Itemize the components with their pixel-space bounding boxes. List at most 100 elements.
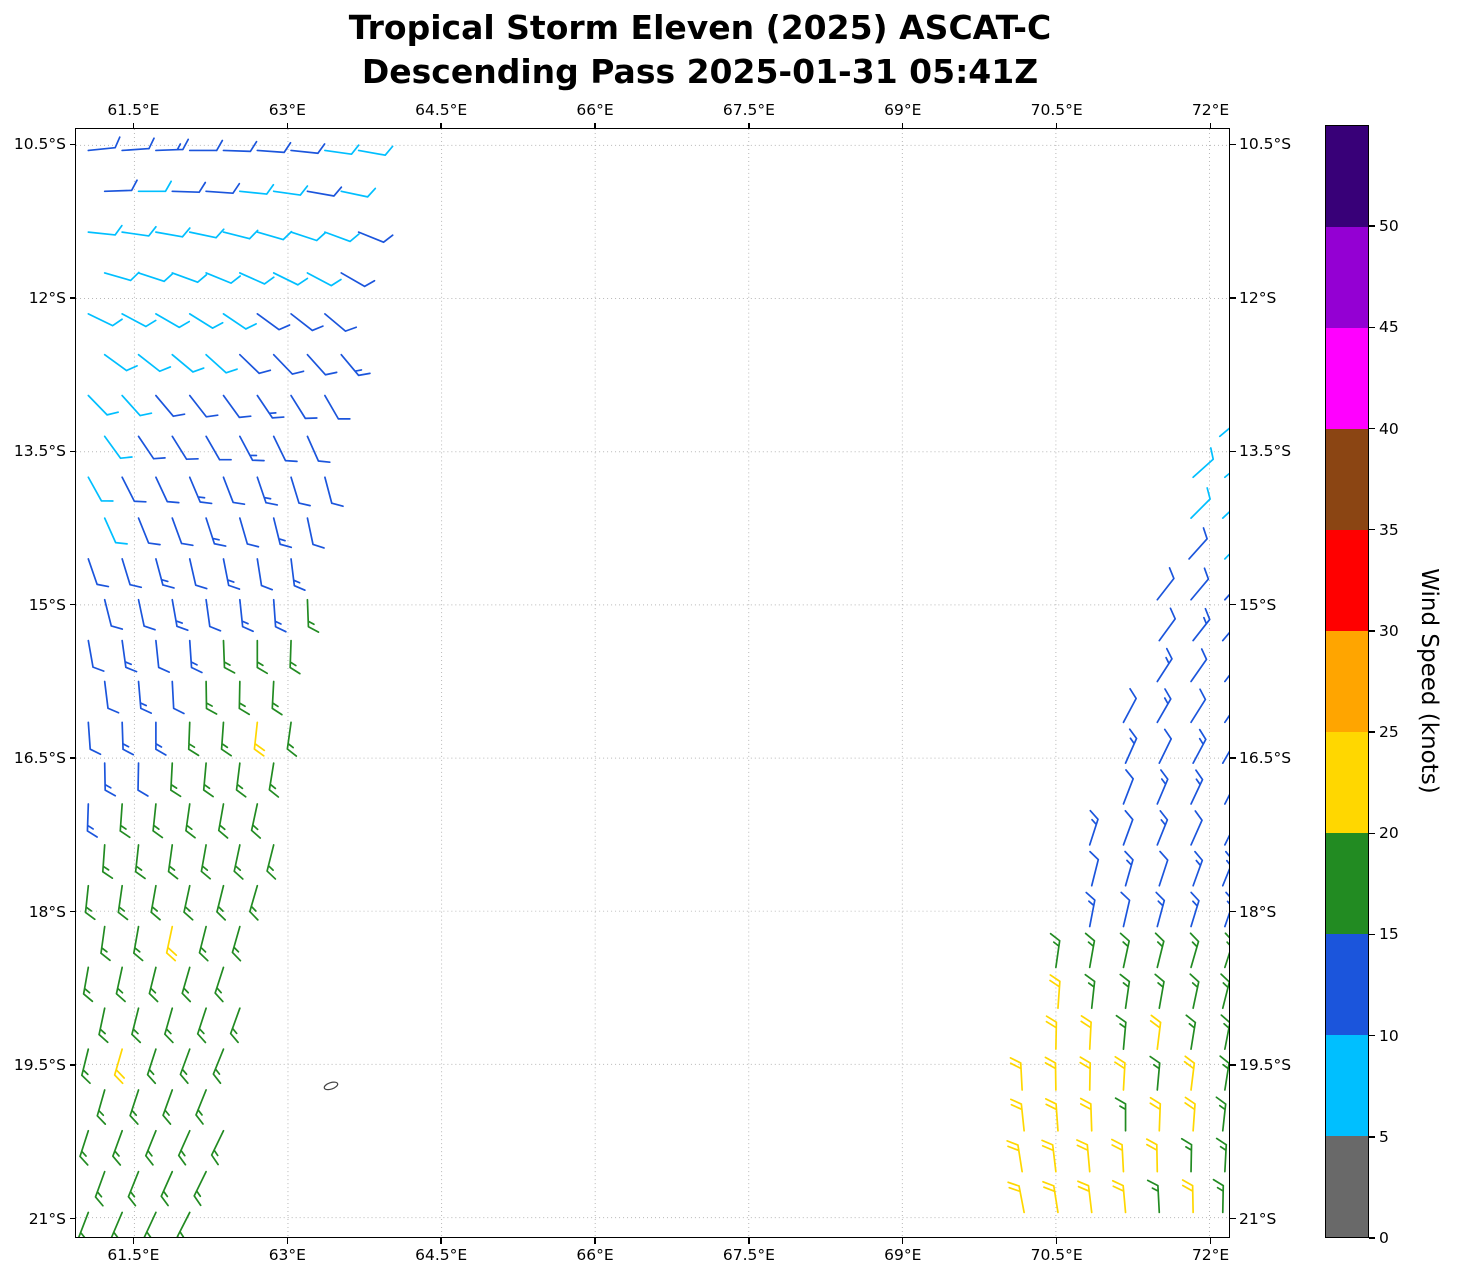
wind-barb xyxy=(84,884,96,921)
lon-tick-label-top: 66°E xyxy=(576,101,614,119)
wind-barb xyxy=(1114,1097,1127,1132)
lon-tick-bottom xyxy=(286,1238,289,1244)
lat-tick-right xyxy=(1230,450,1236,452)
wind-barb xyxy=(79,1129,90,1166)
colorbar-tick xyxy=(1369,630,1375,632)
wind-barb xyxy=(1156,567,1175,601)
wind-barb xyxy=(1212,1178,1225,1214)
lat-tick-left xyxy=(69,1217,75,1220)
wind-barb xyxy=(1190,688,1207,724)
wind-barb xyxy=(1080,1015,1092,1050)
wind-barb xyxy=(188,139,224,152)
wind-barb xyxy=(1155,891,1166,928)
wind-barb xyxy=(340,187,377,198)
colorbar-tick xyxy=(1369,933,1375,936)
wind-barb xyxy=(1044,1098,1059,1132)
lon-tick-label-bottom: 61.5°E xyxy=(107,1246,160,1264)
colorbar-tick-label: 50 xyxy=(1379,217,1399,236)
lon-tick-label-top: 61.5°E xyxy=(107,101,160,119)
wind-barb xyxy=(188,558,208,590)
wind-barb xyxy=(256,476,279,506)
wind-barb xyxy=(152,803,164,839)
lat-tick-left xyxy=(69,757,75,759)
lat-tick-left xyxy=(69,604,75,606)
wind-barb xyxy=(137,762,149,797)
wind-barb xyxy=(1154,932,1165,969)
wind-barb xyxy=(1192,447,1215,479)
wind-barb xyxy=(271,680,283,716)
wind-barb xyxy=(160,1170,174,1207)
wind-barb xyxy=(1224,674,1229,683)
wind-barb xyxy=(1010,1098,1025,1132)
lat-tick-label-left: 13.5°S xyxy=(13,442,66,461)
wind-barb xyxy=(272,598,287,633)
wind-barb xyxy=(1188,527,1208,560)
lat-tick-label-left: 19.5°S xyxy=(13,1056,66,1075)
wind-barb xyxy=(1158,728,1173,765)
wind-barb xyxy=(177,1129,191,1166)
wind-barb xyxy=(121,721,135,756)
wind-barb xyxy=(1183,1055,1196,1091)
wind-barb xyxy=(1221,850,1229,887)
lon-tick-label-bottom: 66°E xyxy=(576,1246,614,1264)
wind-barb xyxy=(167,844,179,880)
colorbar-segment xyxy=(1326,530,1368,631)
wind-barb xyxy=(1045,1015,1058,1050)
lon-tick-label-top: 63°E xyxy=(268,101,306,119)
lat-tick-label-left: 16.5°S xyxy=(13,749,66,768)
wind-barb xyxy=(137,598,156,631)
lat-tick-label-left: 15°S xyxy=(28,595,66,614)
wind-barb xyxy=(181,966,192,1003)
wind-barb xyxy=(121,137,155,152)
lat-tick-label-left: 18°S xyxy=(28,902,66,921)
wind-barb xyxy=(103,435,133,460)
wind-barb xyxy=(238,353,272,375)
wind-barb xyxy=(103,598,124,630)
wind-barb xyxy=(1224,891,1229,928)
wind-barb xyxy=(217,803,229,839)
wind-barb xyxy=(87,224,123,236)
colorbar-tick-label: 5 xyxy=(1379,1127,1389,1146)
wind-barb xyxy=(146,1048,157,1085)
wind-barb xyxy=(1119,932,1130,969)
wind-barb xyxy=(289,639,301,675)
lon-tick-label-bottom: 64.5°E xyxy=(415,1246,468,1264)
wind-barb xyxy=(1149,1096,1162,1132)
wind-barb xyxy=(238,680,251,716)
wind-barb xyxy=(235,762,247,798)
wind-barb xyxy=(1156,688,1172,724)
colorbar-tick-label: 10 xyxy=(1379,1026,1399,1045)
wind-barb xyxy=(1084,932,1096,969)
wind-barb xyxy=(253,721,266,757)
wind-barb xyxy=(222,313,257,330)
wind-barb xyxy=(272,435,298,463)
wind-barb xyxy=(1114,1055,1126,1091)
wind-barb xyxy=(238,272,275,285)
colorbar-tick xyxy=(1369,326,1375,329)
wind-barb xyxy=(1122,809,1134,846)
lat-tick-left xyxy=(69,450,75,452)
wind-barb xyxy=(1192,607,1211,642)
wind-barb xyxy=(216,884,227,921)
chart-title-line2: Descending Pass 2025-01-31 05:41Z xyxy=(361,52,1039,91)
wind-barb xyxy=(306,272,342,287)
wind-barb xyxy=(1224,714,1229,724)
wind-barb xyxy=(103,762,117,797)
wind-barb xyxy=(96,1089,107,1125)
wind-barb xyxy=(103,680,120,714)
wind-barb xyxy=(137,272,174,283)
wind-barb xyxy=(205,272,241,284)
lat-tick-left xyxy=(69,297,75,299)
colorbar-tick-label: 40 xyxy=(1379,419,1399,438)
lon-tick-label-top: 64.5°E xyxy=(415,101,468,119)
wind-barb xyxy=(202,762,214,798)
wind-barb xyxy=(87,721,102,756)
wind-barb xyxy=(188,476,213,505)
wind-barb xyxy=(222,229,259,240)
wind-barb xyxy=(256,230,293,241)
lon-tick-top xyxy=(1055,122,1058,128)
wind-barb xyxy=(165,925,178,962)
wind-barb xyxy=(171,272,208,284)
lon-tick-label-top: 70.5°E xyxy=(1030,101,1083,119)
wind-barb xyxy=(1115,1014,1127,1050)
